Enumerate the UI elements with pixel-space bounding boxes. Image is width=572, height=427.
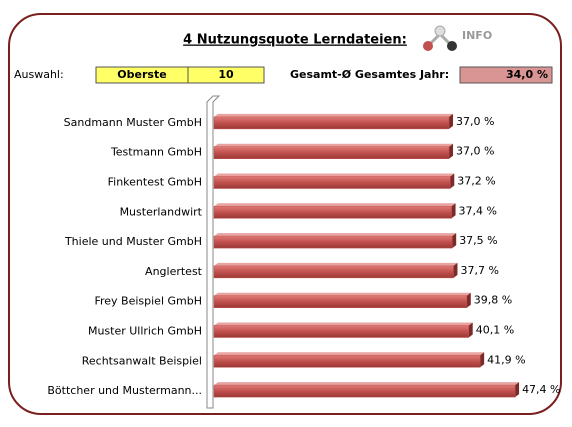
bar <box>213 116 450 130</box>
value-label: 37,5 % <box>459 234 497 247</box>
bar-top <box>214 203 456 207</box>
bar-top <box>214 262 458 266</box>
bar-end <box>449 113 454 129</box>
value-label: 40,1 % <box>476 324 514 337</box>
category-label: Sandmann Muster GmbH <box>64 116 202 129</box>
bar-end <box>515 382 520 398</box>
bar <box>213 265 454 279</box>
bar <box>213 206 452 219</box>
bar-end <box>450 173 455 189</box>
category-label: Frey Beispiel GmbH <box>94 295 202 308</box>
bar-end <box>451 203 456 219</box>
bar-top <box>214 233 457 237</box>
bar <box>213 355 481 368</box>
bar-end <box>480 352 485 368</box>
bar <box>213 295 468 308</box>
bar-end <box>466 292 471 308</box>
value-label: 37,0 % <box>456 145 494 158</box>
value-label: 37,4 % <box>459 204 497 217</box>
bar-top <box>214 382 520 386</box>
bar-top <box>214 113 454 117</box>
axis-wall <box>206 95 221 409</box>
category-label: Böttcher und Mustermann... <box>47 384 202 397</box>
bar-end <box>449 143 454 159</box>
bar <box>213 176 451 189</box>
category-label: Anglertest <box>145 265 203 278</box>
bar <box>213 384 516 398</box>
average-cell <box>459 66 553 84</box>
average-label: Gesamt-Ø Gesamtes Jahr: <box>290 68 449 81</box>
category-label: Finkentest GmbH <box>108 176 202 189</box>
value-label: 37,2 % <box>457 175 495 188</box>
category-label: Thiele und Muster GmbH <box>64 235 202 248</box>
value-label: 47,4 % <box>522 383 560 396</box>
count-value[interactable]: 10 <box>218 68 234 81</box>
value-label: 39,8 % <box>474 294 512 307</box>
value-label: 41,9 % <box>487 353 525 366</box>
bar-top <box>214 143 454 147</box>
bar <box>213 146 450 159</box>
bar-end <box>453 262 458 278</box>
selection-value[interactable]: Oberste <box>117 68 166 81</box>
info-icon[interactable] <box>423 25 457 51</box>
category-label: Muster Ullrich GmbH <box>88 325 202 338</box>
bar-end <box>452 233 457 249</box>
bar-top <box>214 292 471 296</box>
bar-top <box>214 322 473 326</box>
value-label: 37,7 % <box>460 264 498 277</box>
category-label: Testmann GmbH <box>110 146 202 159</box>
count-cell[interactable] <box>187 66 265 84</box>
bar-top <box>214 173 455 177</box>
selection-label: Auswahl: <box>14 68 64 81</box>
bar-end <box>468 322 473 338</box>
title: 4 Nutzungsquote Lerndateien: <box>183 33 407 48</box>
bar-top <box>214 352 485 356</box>
category-label: Musterlandwirt <box>120 205 203 218</box>
bar <box>213 235 453 249</box>
average-value: 34,0 % <box>506 68 548 81</box>
info-label[interactable]: INFO <box>462 29 492 42</box>
bar <box>213 325 469 338</box>
bar-chart: Sandmann Muster GmbH 37,0 % Testmann GmbH 3… <box>47 113 561 398</box>
category-label: Rechtsanwalt Beispiel <box>82 354 202 367</box>
value-label: 37,0 % <box>456 115 494 128</box>
